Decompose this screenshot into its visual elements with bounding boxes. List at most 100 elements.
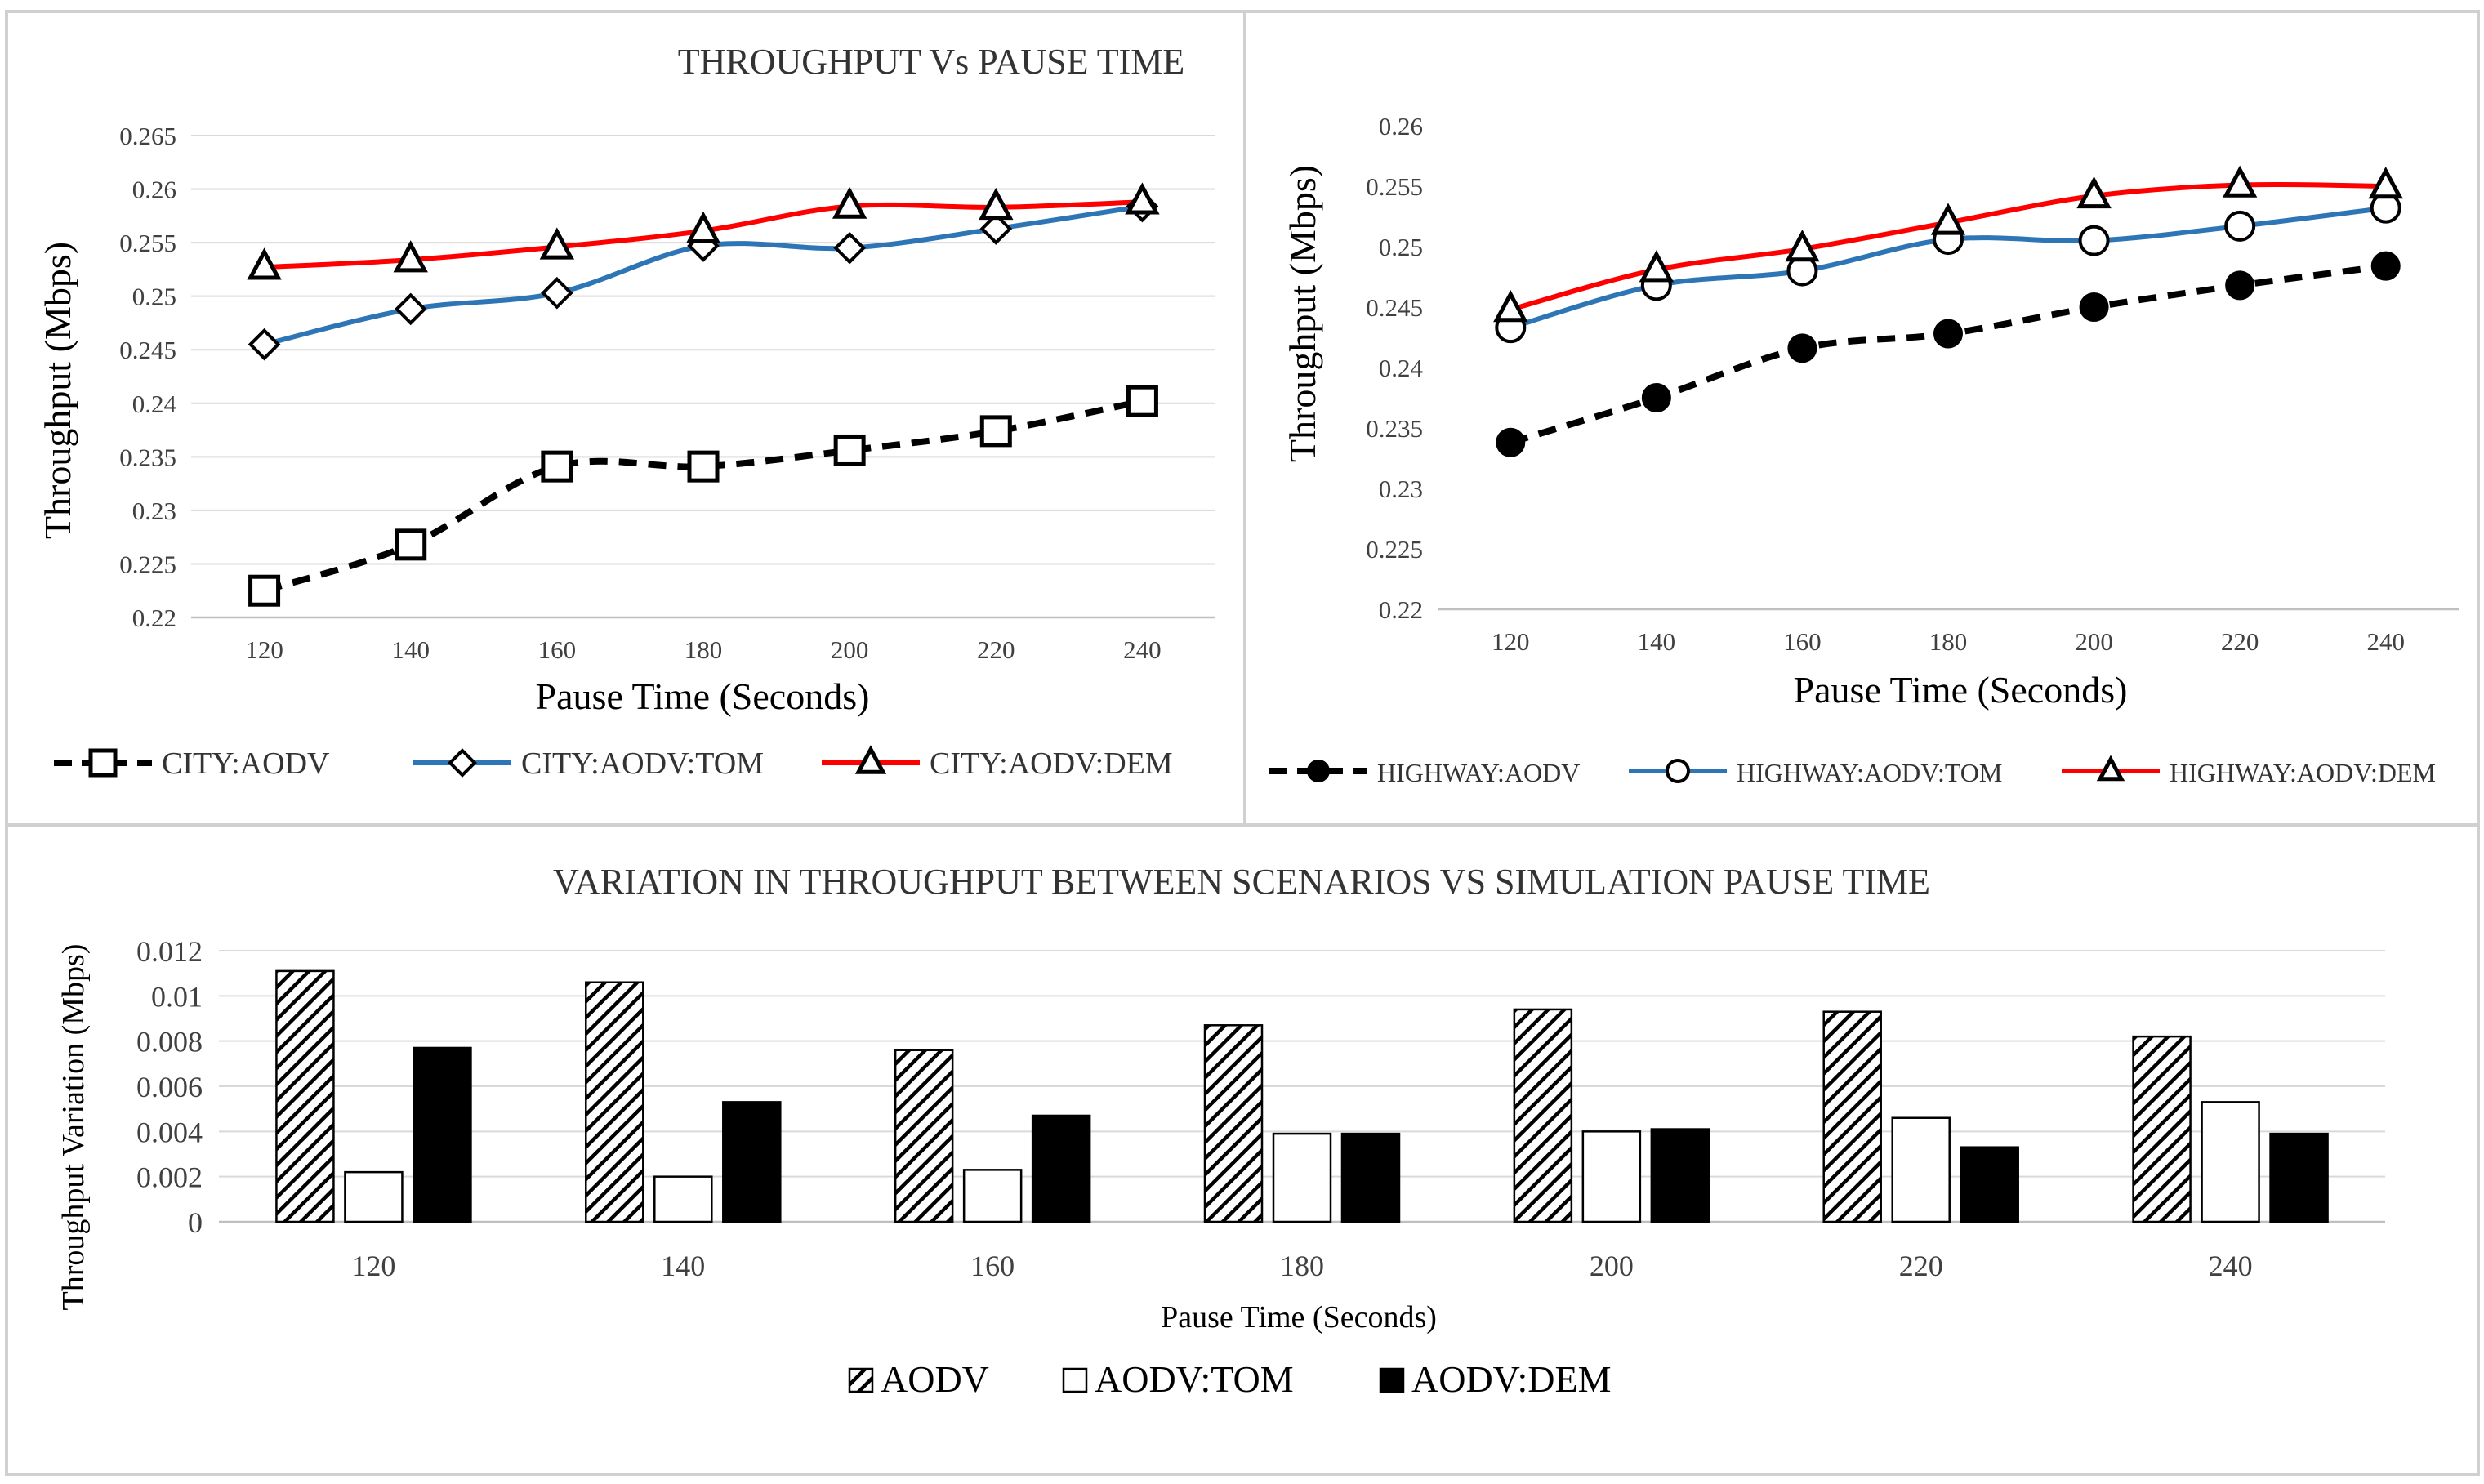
bar-aodv-tom [1891, 1116, 1951, 1223]
data-point [1639, 250, 1675, 283]
data-point [1496, 427, 1526, 457]
bar-aodv [894, 1049, 954, 1223]
legend-swatch [1379, 1367, 1405, 1393]
data-point [1933, 319, 1963, 349]
data-point [832, 186, 867, 219]
y-tick-label: 0.26 [132, 176, 176, 204]
data-point [2076, 176, 2112, 209]
data-point [541, 450, 573, 483]
legend-label: AODV:TOM [1095, 1358, 1294, 1400]
legend-label: HIGHWAY:AODV [1377, 758, 1580, 787]
bar-aodv-dem [722, 1101, 782, 1223]
variation-chart: VARIATION IN THROUGHPUT BETWEEN SCENARIO… [56, 862, 2385, 1400]
y-tick-label: 0.225 [119, 550, 176, 578]
data-point [1126, 385, 1158, 417]
variation-y-axis-title: Throughput Variation (Mbps) [56, 944, 91, 1311]
data-point [687, 450, 720, 483]
data-point [2368, 167, 2403, 199]
y-tick-label: 0.235 [1366, 414, 1423, 443]
data-point [979, 415, 1012, 448]
bar-aodv-dem [413, 1046, 472, 1223]
bar-aodv-dem [1031, 1114, 1091, 1223]
bar-aodv [1203, 1024, 1264, 1223]
highway-y-axis-title: Throughput (Mbps) [1282, 165, 1323, 462]
city-y-axis-title: Throughput (Mbps) [37, 242, 78, 539]
data-point [248, 328, 281, 361]
y-tick-label: 0.006 [136, 1071, 203, 1103]
y-tick-label: 0.235 [119, 443, 176, 471]
y-tick-label: 0.245 [119, 336, 176, 364]
bar-aodv-dem [1960, 1146, 2019, 1223]
x-tick-label: 220 [1899, 1250, 1943, 1282]
data-point [1641, 383, 1671, 412]
y-tick-label: 0.225 [1366, 535, 1423, 564]
x-tick-label: 160 [538, 635, 577, 664]
bar-aodv-tom [2201, 1101, 2260, 1223]
legend-label: CITY:AODV:TOM [521, 746, 764, 781]
x-tick-label: 120 [351, 1250, 395, 1282]
y-tick-label: 0.01 [151, 980, 203, 1013]
city-legend: CITY:AODV CITY:AODV:TOM CITY:AODV:DEM [54, 745, 1173, 781]
bar-aodv [275, 969, 335, 1223]
data-point [539, 227, 575, 260]
y-tick-label: 0.255 [1366, 172, 1423, 201]
x-tick-label: 160 [970, 1250, 1015, 1282]
highway-chart: 0.22 0.225 0.23 0.235 0.24 0.245 0.25 0.255 0.26… [1269, 112, 2459, 787]
city-chart: THROUGHPUT Vs PAUSE TIME 0.22 0.225 0.23 0.… [37, 42, 1215, 781]
legend-swatch [848, 1367, 874, 1393]
data-point [1125, 182, 1160, 215]
x-tick-label: 220 [977, 635, 1015, 664]
bar-aodv-tom [653, 1175, 713, 1223]
city-title: THROUGHPUT Vs PAUSE TIME [678, 42, 1185, 82]
bar-aodv-dem [1340, 1132, 1401, 1223]
x-tick-label: 120 [245, 635, 283, 664]
x-tick-label: 120 [1492, 627, 1530, 656]
variation-legend: AODV AODV:TOM AODV:DEM [848, 1358, 1611, 1400]
y-tick-label: 0.245 [1366, 293, 1423, 322]
x-tick-label: 140 [661, 1250, 705, 1282]
y-tick-label: 0.23 [132, 497, 176, 525]
data-point [2224, 210, 2256, 242]
bar-aodv [1822, 1010, 1882, 1223]
bar-aodv-dem [1650, 1128, 1710, 1223]
y-tick-label: 0.23 [1379, 475, 1423, 503]
x-tick-label: 200 [2075, 627, 2113, 656]
x-tick-label: 180 [1280, 1250, 1324, 1282]
x-tick-label: 180 [1929, 627, 1968, 656]
variation-title: VARIATION IN THROUGHPUT BETWEEN SCENARIO… [553, 862, 1930, 902]
x-tick-label: 240 [2366, 627, 2405, 656]
y-tick-label: 0.004 [136, 1116, 203, 1148]
data-point [394, 292, 427, 326]
y-tick-label: 0.25 [1379, 233, 1423, 261]
x-tick-label: 240 [2209, 1250, 2253, 1282]
data-point [541, 276, 573, 310]
bar-aodv-tom [962, 1169, 1023, 1223]
data-point [2222, 165, 2258, 198]
y-tick-label: 0 [188, 1206, 203, 1239]
data-point [2225, 270, 2255, 301]
data-point [2370, 251, 2401, 281]
legend-marker [854, 745, 887, 774]
legend-swatch [1062, 1367, 1088, 1393]
panel-highway [1243, 10, 2480, 827]
legend-label: CITY:AODV:DEM [930, 746, 1173, 781]
highway-x-axis-title: Pause Time (Seconds) [1794, 669, 2128, 711]
x-tick-label: 200 [831, 635, 869, 664]
variation-x-axis-title: Pause Time (Seconds) [1161, 1300, 1437, 1335]
data-point [393, 240, 428, 273]
bar-aodv-tom [344, 1170, 404, 1223]
x-tick-label: 160 [1783, 627, 1822, 656]
data-point [1787, 333, 1817, 363]
y-tick-label: 0.24 [1379, 354, 1424, 382]
legend-label: CITY:AODV [162, 746, 330, 781]
data-point [979, 187, 1014, 221]
data-point [2078, 225, 2110, 256]
data-point [248, 574, 281, 607]
y-tick-label: 0.008 [136, 1026, 203, 1058]
legend-label: HIGHWAY:AODV:DEM [2170, 758, 2436, 787]
y-tick-label: 0.012 [136, 935, 203, 968]
legend-label: AODV:DEM [1411, 1358, 1611, 1400]
data-point [833, 434, 866, 466]
legend-label: AODV [881, 1358, 989, 1400]
data-point [247, 247, 282, 280]
